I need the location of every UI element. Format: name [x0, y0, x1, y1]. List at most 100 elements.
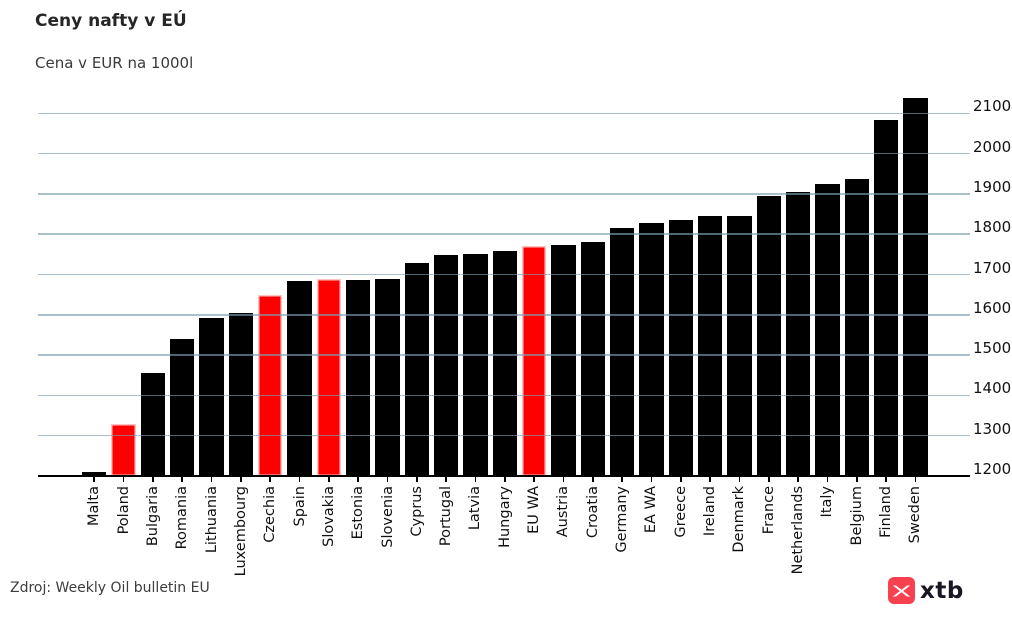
bar-portugal [433, 255, 459, 476]
bar-estonia [345, 280, 371, 476]
x-axis-label: Slovakia [319, 486, 339, 618]
x-axis-label-text: Czechia [262, 486, 279, 543]
x-tick [416, 476, 418, 482]
x-axis-label-text: Germany [614, 486, 631, 553]
bar-poland [111, 423, 136, 476]
y-gridline [38, 434, 970, 437]
xtb-logo: xtb [888, 577, 964, 604]
x-tick [914, 476, 917, 482]
x-axis-label-text: EU WA [526, 486, 543, 534]
bar-romania [169, 338, 195, 476]
bar-finland [873, 120, 899, 476]
bar-spain [287, 280, 312, 476]
x-tick [357, 476, 359, 482]
bar-ea-wa [639, 223, 664, 476]
x-tick [797, 476, 799, 482]
x-axis-label-text: Ireland [702, 486, 719, 537]
x-axis-label-text: Austria [555, 486, 572, 538]
bar-greece [668, 220, 694, 476]
x-axis-label-text: Italy [819, 486, 836, 518]
bar-malta [81, 471, 107, 476]
x-axis-label-text: Greece [672, 486, 689, 538]
x-axis-label-text: Belgium [848, 486, 865, 546]
x-axis-label-text: Slovakia [320, 486, 337, 547]
x-tick [181, 476, 183, 482]
bar-hungary [492, 250, 518, 476]
x-axis-label: Spain [290, 486, 310, 618]
x-tick [93, 476, 95, 482]
bar-ireland [697, 216, 723, 476]
x-axis-label: France [759, 486, 779, 618]
y-axis-label: 1900 [973, 177, 1012, 196]
bar-austria [551, 245, 576, 476]
bar-croatia [580, 242, 606, 476]
x-axis-label-text: Slovenia [379, 486, 396, 548]
x-tick [328, 476, 330, 482]
bar-sweden [903, 97, 928, 476]
y-axis-label: 1200 [973, 460, 1012, 478]
bar-lithuania [199, 317, 224, 476]
x-axis-label: Croatia [583, 486, 603, 618]
x-tick [298, 476, 301, 482]
x-axis-label: Romania [172, 486, 192, 618]
x-axis-label-text: Luxembourg [232, 486, 249, 577]
x-axis-label-text: Spain [291, 486, 308, 527]
bar-belgium [844, 179, 870, 476]
y-gridline [38, 112, 970, 115]
y-gridline [38, 233, 970, 235]
x-tick [856, 476, 858, 482]
x-axis-label-text: France [760, 486, 777, 535]
x-tick [152, 476, 154, 482]
x-tick [210, 476, 213, 482]
x-axis-label: Lithuania [202, 486, 222, 618]
x-axis-label: Estonia [348, 486, 368, 618]
x-axis-label: Austria [553, 486, 573, 618]
x-axis-label: Italy [817, 486, 837, 618]
y-axis-label: 1800 [973, 218, 1012, 237]
y-axis-label: 1300 [973, 419, 1012, 438]
x-axis-label-text: Estonia [350, 486, 367, 540]
x-axis-label: Portugal [436, 486, 456, 618]
x-tick [562, 476, 565, 482]
x-axis-label-text: Croatia [584, 486, 601, 539]
x-tick [738, 476, 741, 482]
x-tick [709, 476, 711, 482]
y-axis-label: 1400 [973, 379, 1012, 398]
x-axis-label-text: Portugal [438, 486, 455, 547]
x-axis-label-text: Poland [115, 486, 132, 535]
bar-france [756, 195, 782, 476]
y-gridline [38, 152, 970, 155]
x-axis-label: Malta [84, 486, 104, 618]
xtb-logo-text: xtb [920, 577, 964, 604]
bar-germany [609, 228, 635, 476]
chart-title: Ceny nafty v EÚ [35, 11, 187, 31]
x-axis-label: Poland [114, 486, 134, 618]
x-axis-label: Greece [671, 486, 691, 618]
x-axis-line [38, 475, 970, 477]
x-axis-label-text: Denmark [731, 486, 748, 553]
bar-slovakia [316, 278, 342, 476]
bar-denmark [727, 215, 752, 476]
x-axis-label-text: Cyprus [408, 486, 425, 537]
x-glyph [892, 584, 911, 597]
xtb-x-icon [888, 577, 915, 604]
x-axis-label: Germany [612, 486, 632, 618]
x-axis-label-text: Malta [86, 486, 103, 526]
y-gridline [38, 314, 970, 316]
y-axis-label: 2000 [973, 137, 1012, 156]
x-tick [445, 476, 447, 482]
x-tick [122, 476, 125, 482]
bar-czechia [257, 294, 283, 476]
y-gridline [38, 193, 970, 195]
x-axis-label: Belgium [847, 486, 867, 618]
bar-eu-wa [521, 245, 547, 476]
source-note: Zdroj: Weekly Oil bulletin EU [10, 580, 210, 596]
x-axis-label: Slovenia [378, 486, 398, 618]
x-tick [592, 476, 594, 482]
y-gridline [38, 394, 970, 397]
x-axis-label-text: Lithuania [203, 486, 220, 554]
x-axis-label: Netherlands [788, 486, 808, 618]
bar-bulgaria [140, 373, 166, 476]
x-axis-label-text: Hungary [496, 486, 513, 548]
